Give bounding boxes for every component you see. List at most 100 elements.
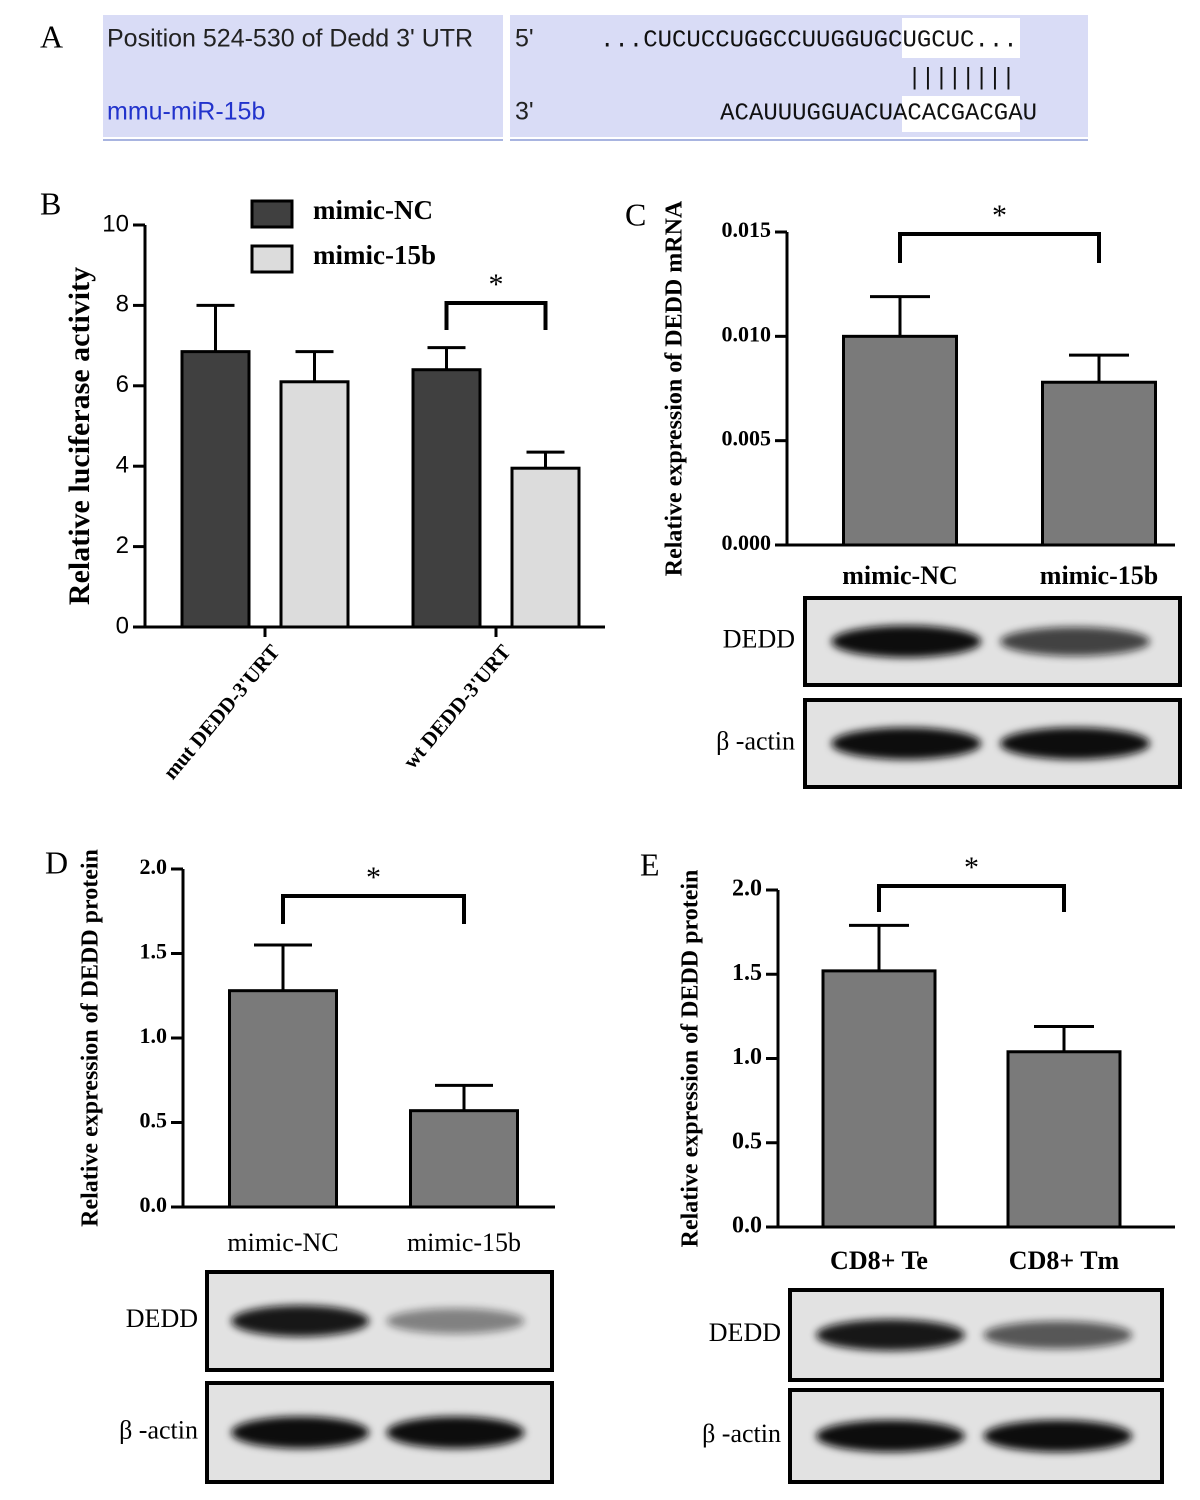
error-bar: [196, 303, 235, 352]
panel-letter: A: [40, 18, 63, 54]
x-tick-label: CD8+ Te: [830, 1246, 928, 1275]
significance-bracket: [281, 894, 466, 924]
significance-bracket: [877, 884, 1066, 912]
y-tick-label: 6: [116, 371, 129, 398]
significance-bracket: [444, 301, 548, 330]
y-axis-label: Relative expression of DEDD protein: [678, 870, 704, 1248]
panel-a: Position 524-530 of Dedd 3' UTR 5' ...CU…: [103, 15, 1088, 141]
blot-label: β -actin: [702, 1419, 781, 1448]
significance-bracket: [898, 232, 1101, 263]
y-tick-label: 0.005: [722, 426, 772, 451]
blot-band: [231, 1416, 370, 1449]
panel-letter: E: [640, 846, 660, 882]
legend-swatch: [250, 199, 294, 229]
blot-band: [386, 1416, 525, 1449]
y-axis-label: Relative expression of DEDD mRNA: [662, 200, 688, 576]
error-bar: [435, 1083, 493, 1111]
bar: [279, 380, 350, 629]
blot-label: β -actin: [119, 1415, 198, 1444]
y-tick-label: 0.5: [732, 1128, 762, 1154]
error-bar: [427, 346, 466, 370]
y-tick-label: 1.5: [140, 939, 168, 964]
bar: [180, 350, 251, 629]
blot-band: [816, 1420, 965, 1452]
seed-highlight: [902, 18, 1020, 58]
y-tick-label: 2.0: [732, 876, 762, 902]
mirna-sequence: ACAUUUGGUACUACACGACGAU: [720, 100, 1037, 127]
y-tick-label: 1.0: [140, 1023, 168, 1048]
x-tick-label: wt DEDD-3'URT: [398, 640, 515, 773]
blot-band: [831, 727, 982, 760]
axis: [785, 232, 1175, 547]
error-bar: [870, 295, 930, 337]
error-bar: [1069, 353, 1129, 383]
axis: [181, 869, 555, 1209]
x-tick-label: mimic-NC: [227, 1228, 338, 1257]
pairing: ||||||||: [907, 65, 1014, 92]
error-bar: [849, 923, 909, 971]
y-tick-label: 1.5: [732, 960, 762, 986]
blot-label: DEDD: [723, 624, 795, 653]
y-tick-label: 0: [116, 612, 129, 639]
legend-swatch: [250, 244, 294, 274]
y-axis-label: Relative expression of DEDD protein: [78, 849, 104, 1227]
bar: [411, 368, 482, 629]
y-tick-label: 10: [102, 210, 129, 237]
x-tick-label: mimic-15b: [1040, 561, 1158, 590]
error-bar: [254, 943, 312, 991]
blot-band: [831, 625, 982, 658]
blot-band: [816, 1319, 965, 1351]
seed-highlight: [902, 96, 1020, 132]
error-bar: [1034, 1024, 1094, 1052]
blot-label: DEDD: [126, 1304, 198, 1333]
blot-label: DEDD: [709, 1318, 781, 1347]
significance-label: *: [366, 861, 381, 894]
mirna-end: 3': [515, 98, 534, 126]
bar: [821, 969, 937, 1229]
panel-letter: B: [40, 185, 61, 221]
target-end: 5': [515, 25, 534, 53]
x-tick-label: CD8+ Tm: [1009, 1246, 1120, 1275]
panel-letter: D: [45, 844, 68, 880]
panel-letter: C: [625, 196, 646, 232]
error-bar: [526, 450, 565, 469]
y-tick-label: 2.0: [140, 854, 168, 879]
label-cell: [103, 15, 503, 137]
y-axis-label: Relative luciferase activity: [63, 267, 96, 605]
blot-band: [983, 1321, 1133, 1349]
significance-label: *: [964, 851, 979, 884]
axis: [143, 225, 605, 629]
blot-band: [983, 1420, 1133, 1452]
y-tick-label: 0.5: [140, 1108, 168, 1133]
bar: [409, 1109, 519, 1209]
blot-band: [1000, 727, 1150, 760]
bar: [1006, 1050, 1122, 1229]
bar: [510, 466, 581, 629]
y-tick-label: 0.010: [722, 321, 772, 346]
bar: [842, 334, 958, 547]
axis: [776, 890, 1175, 1229]
bar: [228, 989, 338, 1209]
y-tick-label: 8: [116, 291, 129, 318]
target-sequence: ...CUCUCCUGGCCUUGGUGCUGCUC...: [600, 27, 1018, 54]
legend-label: mimic-NC: [313, 195, 433, 225]
blot-band: [231, 1305, 370, 1337]
blot-band: [386, 1308, 525, 1334]
y-tick-label: 0.000: [722, 530, 772, 555]
y-tick-label: 0.0: [140, 1192, 168, 1217]
significance-label: *: [489, 268, 504, 301]
y-tick-label: 2: [116, 532, 129, 559]
y-tick-label: 4: [116, 452, 129, 479]
target-label: Position 524-530 of Dedd 3' UTR: [107, 25, 473, 53]
significance-label: *: [992, 199, 1007, 232]
x-tick-label: mimic-15b: [407, 1228, 521, 1257]
x-tick-label: mut DEDD-3'URT: [158, 640, 284, 784]
y-tick-label: 1.0: [732, 1044, 762, 1070]
blot-band: [1000, 627, 1150, 656]
legend-label: mimic-15b: [313, 240, 436, 270]
bar: [1041, 380, 1157, 547]
error-bar: [295, 350, 334, 382]
blot-label: β -actin: [716, 726, 795, 755]
mirna-label: mmu-miR-15b: [107, 98, 265, 126]
